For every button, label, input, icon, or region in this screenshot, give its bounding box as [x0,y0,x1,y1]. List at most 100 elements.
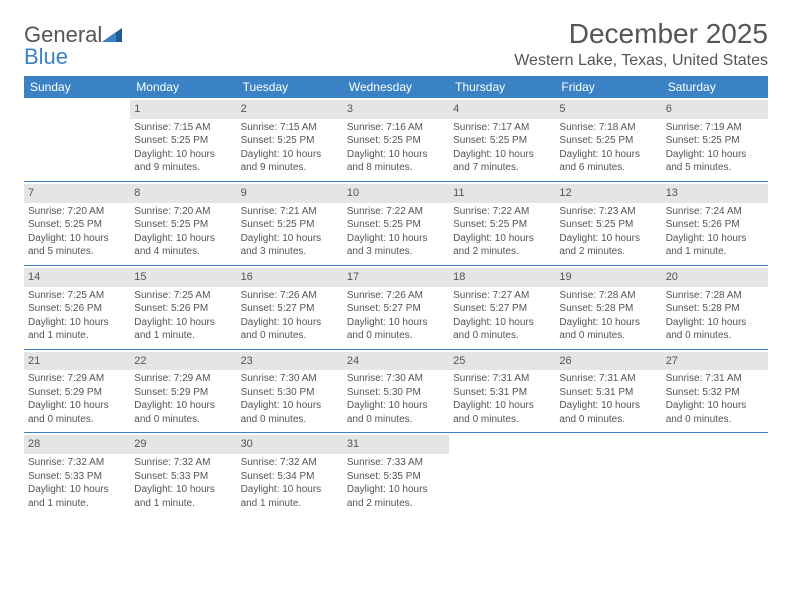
calendar-cell [449,433,555,516]
cell-body: Sunrise: 7:32 AMSunset: 5:33 PMDaylight:… [134,456,232,510]
daylight-text: Daylight: 10 hours and 0 minutes. [241,316,339,343]
calendar-cell: 23Sunrise: 7:30 AMSunset: 5:30 PMDayligh… [237,349,343,433]
day-number: 31 [343,435,449,454]
daylight-text: Daylight: 10 hours and 4 minutes. [134,232,232,259]
sunset-text: Sunset: 5:25 PM [241,218,339,232]
cell-body: Sunrise: 7:23 AMSunset: 5:25 PMDaylight:… [559,205,657,259]
sunset-text: Sunset: 5:27 PM [453,302,551,316]
sunset-text: Sunset: 5:32 PM [666,386,764,400]
location-subtitle: Western Lake, Texas, United States [514,52,768,70]
calendar-cell: 24Sunrise: 7:30 AMSunset: 5:30 PMDayligh… [343,349,449,433]
sunset-text: Sunset: 5:28 PM [666,302,764,316]
calendar-cell [24,98,130,181]
day-number: 12 [555,184,661,203]
sunset-text: Sunset: 5:25 PM [347,134,445,148]
cell-body: Sunrise: 7:30 AMSunset: 5:30 PMDaylight:… [347,372,445,426]
calendar-cell: 8Sunrise: 7:20 AMSunset: 5:25 PMDaylight… [130,181,236,265]
day-number: 7 [24,184,130,203]
daylight-text: Daylight: 10 hours and 2 minutes. [559,232,657,259]
sunset-text: Sunset: 5:28 PM [559,302,657,316]
calendar-cell: 31 Sunrise: 7:33 AMSunset: 5:35 PMDayligh… [343,433,449,516]
sunset-text: Sunset: 5:25 PM [28,218,126,232]
day-header: Thursday [449,76,555,98]
calendar-cell: 2Sunrise: 7:15 AMSunset: 5:25 PMDaylight… [237,98,343,181]
sunrise-text: Sunrise: 7:25 AM [134,289,232,303]
sunset-text: Sunset: 5:31 PM [559,386,657,400]
calendar-cell: 6Sunrise: 7:19 AMSunset: 5:25 PMDaylight… [662,98,768,181]
sunset-text: Sunset: 5:35 PM [347,470,445,484]
day-number: 23 [237,352,343,371]
sunrise-text: Sunrise: 7:23 AM [559,205,657,219]
day-number: 10 [343,184,449,203]
day-header: Sunday [24,76,130,98]
sunset-text: Sunset: 5:25 PM [134,134,232,148]
calendar-week-row: 28Sunrise: 7:32 AMSunset: 5:33 PMDayligh… [24,433,768,516]
daylight-text: Daylight: 10 hours and 2 minutes. [453,232,551,259]
day-number: 20 [662,268,768,287]
calendar-cell: 7 Sunrise: 7:20 AMSunset: 5:25 PMDaylight… [24,181,130,265]
sunset-text: Sunset: 5:25 PM [453,134,551,148]
calendar-cell: 9Sunrise: 7:21 AMSunset: 5:25 PMDaylight… [237,181,343,265]
sunrise-text: Sunrise: 7:24 AM [666,205,764,219]
cell-body: Sunrise: 7:22 AMSunset: 5:25 PMDaylight:… [453,205,551,259]
sunset-text: Sunset: 5:30 PM [241,386,339,400]
day-number: 22 [130,352,236,371]
daylight-text: Daylight: 10 hours and 9 minutes. [241,148,339,175]
calendar-cell: 4Sunrise: 7:17 AMSunset: 5:25 PMDaylight… [449,98,555,181]
daylight-text: Daylight: 10 hours and 1 minute. [28,316,126,343]
daylight-text: Daylight: 10 hours and 2 minutes. [347,483,445,510]
cell-body: Sunrise: 7:29 AMSunset: 5:29 PMDaylight:… [134,372,232,426]
cell-body: Sunrise: 7:31 AMSunset: 5:31 PMDaylight:… [453,372,551,426]
sunset-text: Sunset: 5:33 PM [28,470,126,484]
sunset-text: Sunset: 5:25 PM [241,134,339,148]
daylight-text: Daylight: 10 hours and 5 minutes. [28,232,126,259]
daylight-text: Daylight: 10 hours and 9 minutes. [134,148,232,175]
day-number: 26 [555,352,661,371]
daylight-text: Daylight: 10 hours and 1 minute. [134,483,232,510]
day-number: 30 [237,435,343,454]
calendar-cell: 17Sunrise: 7:26 AMSunset: 5:27 PMDayligh… [343,265,449,349]
calendar-cell: 5Sunrise: 7:18 AMSunset: 5:25 PMDaylight… [555,98,661,181]
cell-body: Sunrise: 7:27 AMSunset: 5:27 PMDaylight:… [453,289,551,343]
cell-body: Sunrise: 7:28 AMSunset: 5:28 PMDaylight:… [559,289,657,343]
cell-body: Sunrise: 7:18 AMSunset: 5:25 PMDaylight:… [559,121,657,175]
daylight-text: Daylight: 10 hours and 5 minutes. [666,148,764,175]
cell-body: Sunrise: 7:24 AMSunset: 5:26 PMDaylight:… [666,205,764,259]
sunrise-text: Sunrise: 7:20 AM [28,205,126,219]
cell-body: Sunrise: 7:32 AMSunset: 5:33 PMDaylight:… [28,456,126,510]
sunset-text: Sunset: 5:25 PM [453,218,551,232]
sunrise-text: Sunrise: 7:30 AM [347,372,445,386]
calendar-week-row: 21Sunrise: 7:29 AMSunset: 5:29 PMDayligh… [24,349,768,433]
sunset-text: Sunset: 5:30 PM [347,386,445,400]
sunrise-text: Sunrise: 7:26 AM [347,289,445,303]
sunrise-text: Sunrise: 7:32 AM [134,456,232,470]
sunset-text: Sunset: 5:25 PM [347,218,445,232]
sunset-text: Sunset: 5:29 PM [28,386,126,400]
day-header: Tuesday [237,76,343,98]
calendar-week-row: 1Sunrise: 7:15 AMSunset: 5:25 PMDaylight… [24,98,768,181]
sunrise-text: Sunrise: 7:26 AM [241,289,339,303]
day-number: 25 [449,352,555,371]
cell-body: Sunrise: 7:20 AMSunset: 5:25 PMDaylight:… [28,205,126,259]
daylight-text: Daylight: 10 hours and 0 minutes. [134,399,232,426]
calendar-cell [555,433,661,516]
daylight-text: Daylight: 10 hours and 1 minute. [28,483,126,510]
sunset-text: Sunset: 5:27 PM [241,302,339,316]
sunrise-text: Sunrise: 7:31 AM [666,372,764,386]
calendar-week-row: 7Sunrise: 7:20 AMSunset: 5:25 PMDaylight… [24,181,768,265]
day-number: 8 [130,184,236,203]
sunset-text: Sunset: 5:29 PM [134,386,232,400]
day-number: 6 [662,100,768,119]
sunrise-text: Sunrise: 7:32 AM [28,456,126,470]
calendar-cell: 22Sunrise: 7:29 AMSunset: 5:29 PMDayligh… [130,349,236,433]
sunrise-text: Sunrise: 7:29 AM [28,372,126,386]
sunrise-text: Sunrise: 7:25 AM [28,289,126,303]
sunset-text: Sunset: 5:26 PM [28,302,126,316]
day-number: 1 [130,100,236,119]
calendar-cell: 12 Sunrise: 7:23 AMSunset: 5:25 PMDayligh… [555,181,661,265]
day-header: Monday [130,76,236,98]
sunrise-text: Sunrise: 7:33 AM [347,456,445,470]
sunrise-text: Sunrise: 7:28 AM [559,289,657,303]
daylight-text: Daylight: 10 hours and 3 minutes. [241,232,339,259]
daylight-text: Daylight: 10 hours and 1 minute. [241,483,339,510]
